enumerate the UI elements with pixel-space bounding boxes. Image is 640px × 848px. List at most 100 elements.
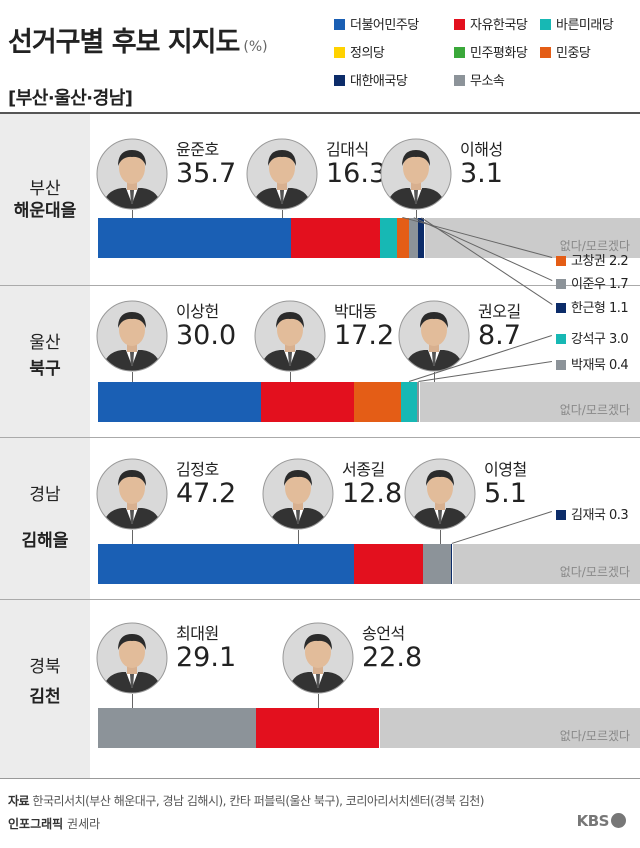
candidate-value: 30.0 xyxy=(176,320,237,351)
region-city: 부산 xyxy=(29,179,61,199)
legend-label: 더불어민주당 xyxy=(350,18,419,33)
region-label-bg xyxy=(0,438,90,600)
legend-swatch-icon xyxy=(454,47,465,58)
bottom-divider xyxy=(0,778,640,779)
candidate-value: 5.1 xyxy=(484,478,527,509)
candidate-name: 이영철 xyxy=(484,460,527,479)
photo-tick xyxy=(132,694,133,708)
bar-segment-이상헌 xyxy=(98,382,261,422)
chart-subtitle: [부산·울산·경남] xyxy=(8,88,133,109)
candidate-value: 22.8 xyxy=(362,642,423,673)
bar-segment-최대원 xyxy=(98,708,256,748)
legend-label: 자유한국당 xyxy=(470,18,528,33)
legend-label: 민주평화당 xyxy=(470,46,528,61)
candidate-name: 서종길 xyxy=(342,460,385,479)
legend-item: 더불어민주당 xyxy=(334,14,419,33)
credit-name: 권세라 xyxy=(67,817,101,831)
minor-name: 이준우 xyxy=(571,277,606,292)
region-district: 북구 xyxy=(29,359,61,379)
minor-swatch-icon xyxy=(556,279,566,289)
legend-label: 민중당 xyxy=(556,46,591,61)
region-district: 김천 xyxy=(29,687,61,707)
candidate-name: 최대원 xyxy=(176,624,219,643)
region-district: 해운대을 xyxy=(13,201,77,221)
region-city: 경북 xyxy=(29,657,61,677)
minor-value: 3.0 xyxy=(605,332,629,347)
chart-title: 선거구별 후보 지지도 (%) xyxy=(8,27,268,58)
minor-value: 0.3 xyxy=(605,508,629,523)
minor-candidate: 한근형 1.1 xyxy=(556,297,629,316)
title-unit: (%) xyxy=(243,39,268,55)
legend-item: 대한애국당 xyxy=(334,70,408,89)
bar-segment-rest xyxy=(380,708,640,748)
region-divider xyxy=(0,599,640,600)
candidate-name: 이상헌 xyxy=(176,302,219,321)
legend-label: 바른미래당 xyxy=(556,18,614,33)
candidate-photo-icon xyxy=(96,300,168,372)
photo-tick xyxy=(434,372,435,382)
legend-item: 민주평화당 xyxy=(454,42,528,61)
candidate-name: 박대동 xyxy=(334,302,377,321)
minor-swatch-icon xyxy=(556,360,566,370)
bar-segment-강석구 xyxy=(400,382,418,422)
candidate-value: 17.2 xyxy=(334,320,395,351)
minor-value: 0.4 xyxy=(605,358,629,373)
legend-label: 무소속 xyxy=(470,74,505,89)
region-2: 울산 북구 없다/모르겠다 이상헌 30.0 박대동 17.2 권오길 8.7 강석구 3.0 박재… xyxy=(0,286,640,438)
bar-segment-박재묵 xyxy=(417,382,420,422)
region-1: 부산 해운대을 없다/모르겠다 윤준호 35.7 김대식 16.3 이해성 3.1 고창권 2.2… xyxy=(0,114,640,316)
legend-label: 대한애국당 xyxy=(350,74,408,89)
minor-candidate: 박재묵 0.4 xyxy=(556,354,629,373)
candidate-value: 29.1 xyxy=(176,642,237,673)
region-divider xyxy=(0,285,640,286)
candidate-name: 윤준호 xyxy=(176,140,219,159)
photo-tick xyxy=(132,210,133,218)
candidate-photo-icon xyxy=(262,458,334,530)
legend-swatch-icon xyxy=(540,19,551,30)
photo-tick xyxy=(282,210,283,218)
source-text: 한국리서치(부산 해운대구, 경남 김해시), 칸타 퍼블릭(울산 북구), 코… xyxy=(32,794,484,808)
minor-candidate: 김재국 0.3 xyxy=(556,504,629,523)
minor-swatch-icon xyxy=(556,334,566,344)
legend-item: 민중당 xyxy=(540,42,591,61)
candidate-value: 35.7 xyxy=(176,158,237,189)
minor-swatch-icon xyxy=(556,510,566,520)
kbs-logo: KBS xyxy=(577,812,626,830)
candidate-photo-icon xyxy=(282,622,354,694)
bar-segment-rest xyxy=(420,382,640,422)
bar-segment-서종길 xyxy=(353,544,424,584)
bar-segment-박대동 xyxy=(260,382,354,422)
photo-tick xyxy=(440,530,441,544)
candidate-photo-icon xyxy=(404,458,476,530)
bar-segment-이해성 xyxy=(379,218,397,258)
photo-tick xyxy=(298,530,299,544)
legend-swatch-icon xyxy=(454,19,465,30)
candidate-photo-icon xyxy=(380,138,452,210)
candidate-value: 8.7 xyxy=(478,320,521,351)
minor-candidate: 강석구 3.0 xyxy=(556,328,629,347)
bar-segment-김정호 xyxy=(98,544,354,584)
legend-item: 바른미래당 xyxy=(540,14,614,33)
footer-credit: 인포그래픽 권세라 xyxy=(8,815,100,832)
legend-swatch-icon xyxy=(540,47,551,58)
minor-name: 박재묵 xyxy=(571,358,606,373)
credit-label: 인포그래픽 xyxy=(8,817,64,831)
kbs-logo-icon xyxy=(611,813,626,828)
bar-segment-한근형 xyxy=(417,218,424,258)
bar-segment-김재국 xyxy=(450,544,453,584)
bar-segment-고창권 xyxy=(396,218,409,258)
region-label-bg xyxy=(0,600,90,778)
legend-label: 정의당 xyxy=(350,46,385,61)
region-city: 경남 xyxy=(29,485,61,505)
legend-swatch-icon xyxy=(454,75,465,86)
bar-segment-rest xyxy=(453,544,640,584)
region-district: 김해을 xyxy=(21,531,69,551)
legend-item: 자유한국당 xyxy=(454,14,528,33)
stacked-bar: 없다/모르겠다 xyxy=(98,382,640,422)
candidate-name: 송언석 xyxy=(362,624,405,643)
photo-tick xyxy=(318,694,319,708)
minor-swatch-icon xyxy=(556,256,566,266)
region-label-bg xyxy=(0,286,90,438)
candidate-value: 12.8 xyxy=(342,478,403,509)
region-3: 경남 김해을 없다/모르겠다 김정호 47.2 서종길 12.8 이영철 5.1 김재국 0.3 xyxy=(0,438,640,600)
